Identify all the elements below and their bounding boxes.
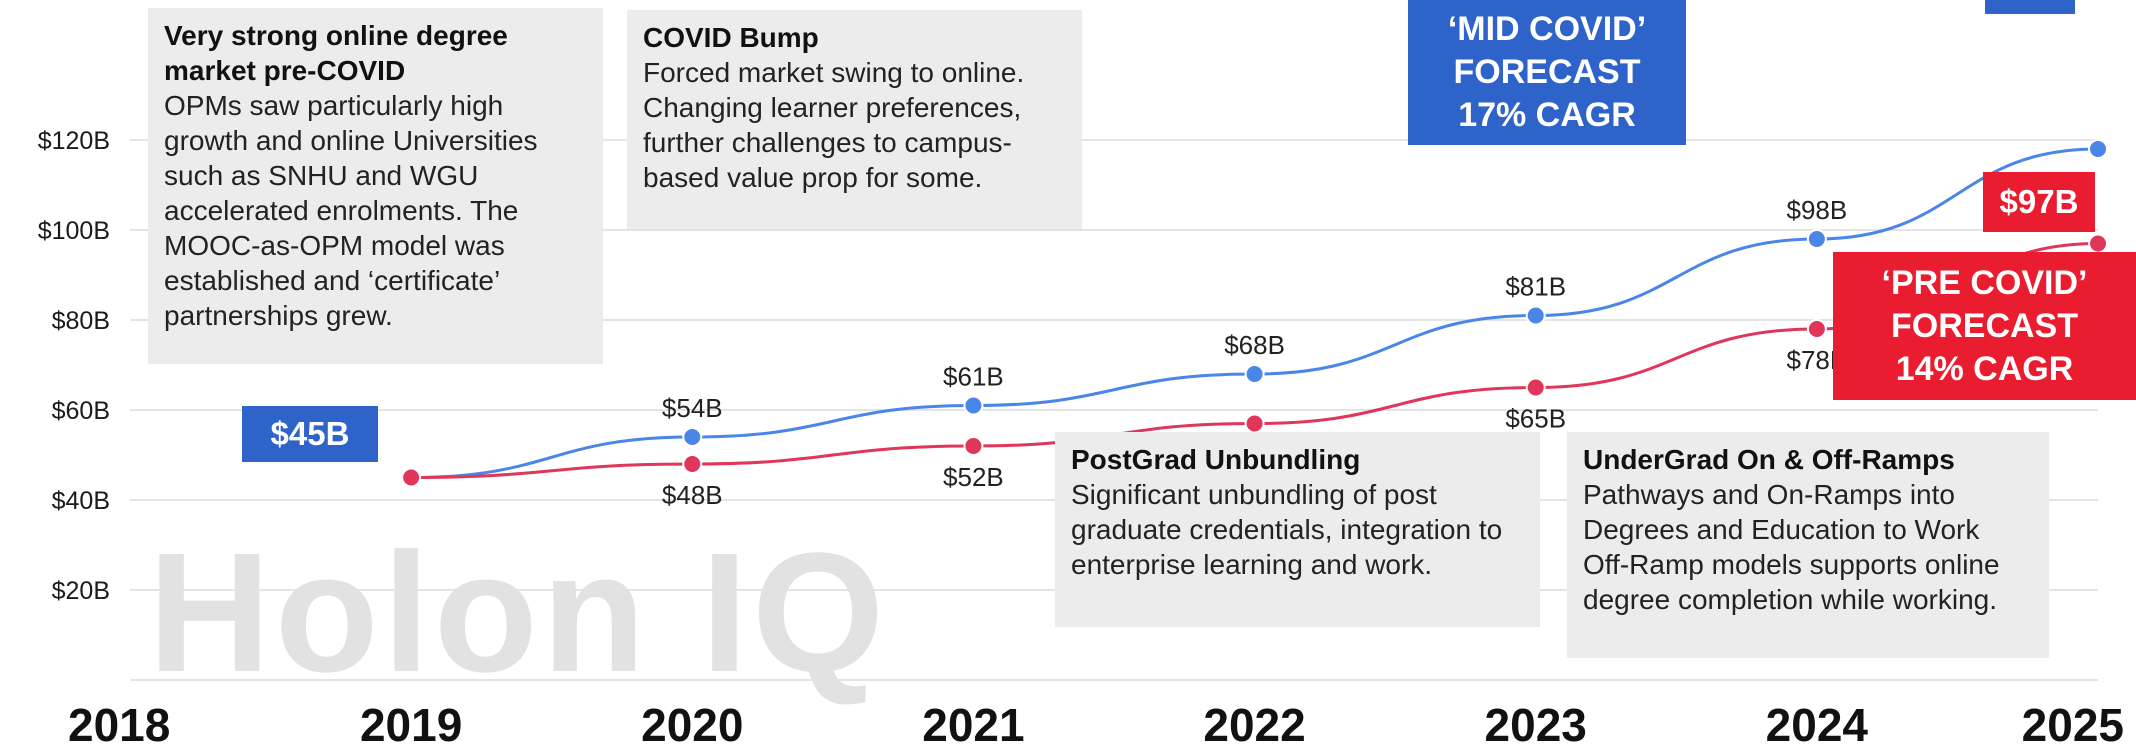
annotation-body: OPMs saw particularly high growth and on… [164, 90, 538, 331]
data-point-pre [1806, 319, 1827, 339]
data-point-mid [963, 395, 984, 416]
x-tick-label: 2024 [1766, 699, 1869, 745]
pre-covid-end-value-badge: $97B [1983, 172, 2095, 232]
annotation-title: COVID Bump [643, 22, 819, 53]
data-point-pre [2088, 233, 2108, 254]
annotation-body: Pathways and On-Ramps into Degrees and E… [1583, 479, 2000, 615]
y-tick-label: $120B [38, 127, 110, 155]
data-label-mid: $68B [1224, 330, 1285, 360]
annotation-body: Significant unbundling of post graduate … [1071, 479, 1503, 580]
holon-iq-watermark: Holon IQ [148, 518, 889, 708]
x-tick-label: 2023 [1485, 699, 1587, 745]
data-label-mid: $98B [1786, 195, 1847, 225]
data-label-pre: $65B [1505, 404, 1566, 434]
data-point-mid [682, 427, 703, 447]
data-point-pre [401, 467, 422, 488]
data-label-mid: $81B [1505, 272, 1566, 302]
y-axis-ticks: $20B $40B $60B $80B $100B $120B [38, 127, 110, 605]
pre-covid-forecast-badge: ‘PRE COVID’ FORECAST 14% CAGR [1833, 252, 2136, 400]
data-point-mid [2088, 139, 2108, 159]
data-point-mid [1244, 364, 1265, 384]
data-point-pre [682, 454, 703, 474]
data-point-pre [1525, 377, 1546, 398]
y-tick-label: $60B [52, 397, 110, 425]
annotation-title: UnderGrad On & Off-Ramps [1583, 444, 1955, 475]
start-value-badge: $45B [242, 406, 378, 462]
annotation-undergrad-ramps: UnderGrad On & Off-Ramps Pathways and On… [1567, 432, 2049, 658]
mid-covid-forecast-badge: ‘MID COVID’ FORECAST 17% CAGR [1408, 0, 1686, 145]
y-tick-label: $20B [52, 577, 110, 605]
y-tick-label: $100B [38, 217, 110, 245]
annotation-covid-bump: COVID Bump Forced market swing to online… [627, 10, 1082, 229]
x-tick-label: 2025 [2022, 699, 2124, 745]
annotation-postgrad-unbundling: PostGrad Unbundling Significant unbundli… [1055, 432, 1540, 627]
data-label-pre: $52B [943, 462, 1004, 492]
annotation-pre-covid: Very strong online degree market pre-COV… [148, 8, 603, 364]
x-axis-ticks: 2018 2019 2020 2021 2022 2023 2024 2025 [68, 699, 2124, 745]
x-tick-label: 2022 [1203, 699, 1305, 745]
mid-covid-end-value-badge [1985, 0, 2075, 14]
x-tick-label: 2020 [641, 699, 743, 745]
data-label-mid: $54B [662, 393, 723, 423]
y-tick-label: $80B [52, 307, 110, 335]
annotation-title: PostGrad Unbundling [1071, 444, 1361, 475]
data-point-pre [1244, 413, 1265, 434]
x-tick-label: 2019 [360, 699, 462, 745]
annotation-body: Forced market swing to online. Changing … [643, 57, 1025, 193]
x-tick-label: 2021 [922, 699, 1024, 745]
data-point-mid [1806, 229, 1827, 249]
data-label-pre: $48B [662, 480, 723, 510]
data-label-mid: $61B [943, 362, 1004, 392]
annotation-title: Very strong online degree market pre-COV… [164, 20, 508, 86]
data-point-mid [1525, 305, 1546, 326]
data-point-pre [963, 436, 984, 456]
x-tick-label: 2018 [68, 699, 170, 745]
y-tick-label: $40B [52, 487, 110, 515]
